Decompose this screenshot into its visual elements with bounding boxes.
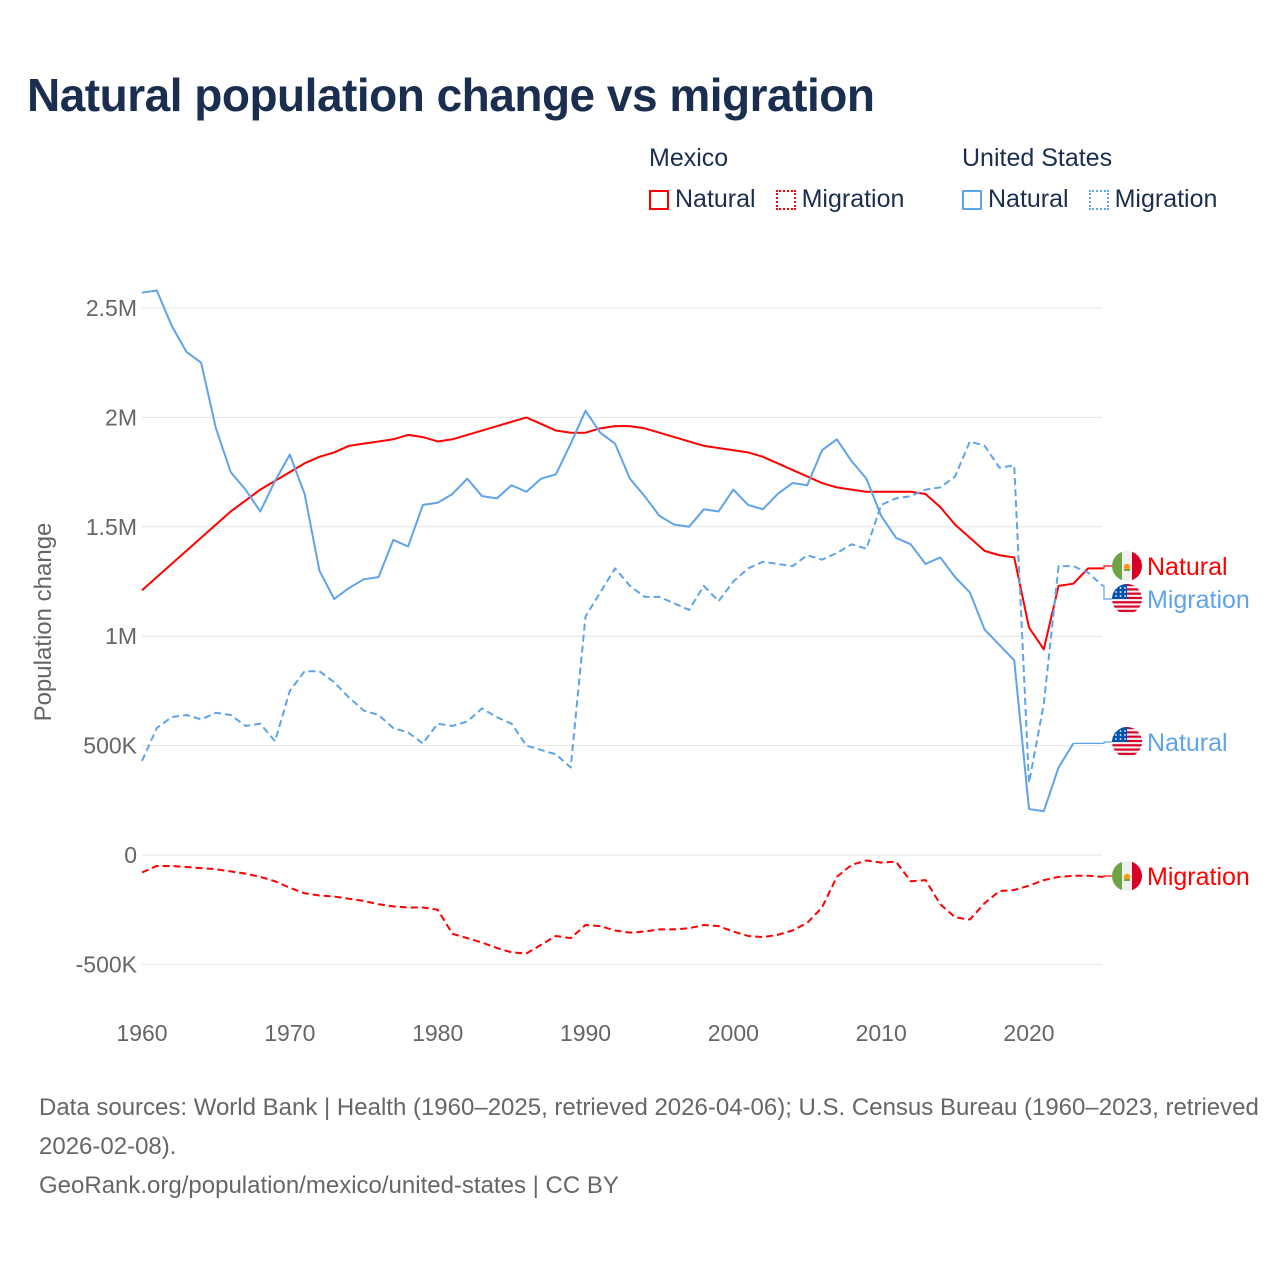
x-tick-label: 1960 bbox=[116, 1020, 167, 1046]
y-tick-label: 2.5M bbox=[86, 295, 137, 321]
dotted-swatch-icon bbox=[1088, 189, 1109, 210]
series-end-label: Migration bbox=[1147, 863, 1250, 891]
series-end-label: Natural bbox=[1147, 553, 1228, 581]
x-tick-label: 2000 bbox=[708, 1020, 759, 1046]
y-tick-label: -500K bbox=[76, 951, 138, 977]
series-line-united-states-natural[interactable] bbox=[141, 289, 1075, 813]
label-connector bbox=[1102, 875, 1112, 878]
y-tick-label: 2M bbox=[105, 404, 137, 430]
solid-swatch-icon bbox=[649, 189, 669, 210]
usa-flag-icon bbox=[1112, 584, 1142, 614]
legend-label: Migration bbox=[801, 185, 905, 213]
legend-item-mexico-natural[interactable]: Natural bbox=[649, 185, 756, 214]
legend-group-title: Mexico bbox=[649, 144, 729, 172]
dotted-swatch-icon bbox=[775, 189, 796, 210]
label-connector bbox=[1073, 741, 1112, 745]
legend-item-us-natural[interactable]: Natural bbox=[962, 185, 1069, 214]
legend-label: Migration bbox=[1114, 185, 1218, 213]
y-tick-label: 1M bbox=[105, 623, 137, 649]
series-end-label: Natural bbox=[1147, 729, 1228, 757]
label-connector bbox=[1102, 565, 1112, 569]
x-tick-label: 1990 bbox=[560, 1020, 611, 1046]
label-connector bbox=[1102, 585, 1112, 600]
legend-label: Natural bbox=[988, 185, 1069, 213]
y-tick-label: 1.5M bbox=[86, 514, 137, 540]
legend-group-mexico: Mexico Natural Migration bbox=[649, 144, 924, 214]
x-tick-label: 2010 bbox=[856, 1020, 907, 1046]
y-axis-label: Population change bbox=[30, 523, 57, 722]
series-line-united-states-migration[interactable] bbox=[141, 440, 1104, 784]
legend-label: Natural bbox=[675, 185, 756, 213]
y-tick-label: 0 bbox=[124, 842, 137, 868]
x-tick-label: 2020 bbox=[1003, 1020, 1054, 1046]
legend-item-mexico-migration[interactable]: Migration bbox=[775, 185, 905, 214]
legend-group-title: United States bbox=[962, 144, 1113, 172]
chart-title: Natural population change vs migration bbox=[27, 69, 875, 121]
series-end-label: Migration bbox=[1147, 586, 1250, 614]
x-tick-label: 1980 bbox=[412, 1020, 463, 1046]
series-line-mexico-natural[interactable] bbox=[141, 416, 1103, 651]
mexico-flag-icon bbox=[1112, 551, 1142, 581]
data-sources: Data sources: World Bank | Health (1960–… bbox=[39, 1094, 1259, 1160]
series-line-mexico-migration[interactable] bbox=[141, 859, 1103, 955]
solid-swatch-icon bbox=[962, 189, 982, 210]
y-tick-label: 500K bbox=[83, 733, 137, 759]
source-link[interactable]: GeoRank.org/population/mexico/united-sta… bbox=[39, 1172, 619, 1199]
legend-group-united-states: United States Natural Migration bbox=[962, 144, 1217, 214]
x-tick-label: 1970 bbox=[264, 1020, 315, 1046]
legend-item-us-migration[interactable]: Migration bbox=[1088, 185, 1218, 214]
mexico-flag-icon bbox=[1112, 861, 1142, 891]
usa-flag-icon bbox=[1112, 727, 1142, 757]
footer: Data sources: World Bank | Health (1960–… bbox=[39, 1088, 1259, 1205]
